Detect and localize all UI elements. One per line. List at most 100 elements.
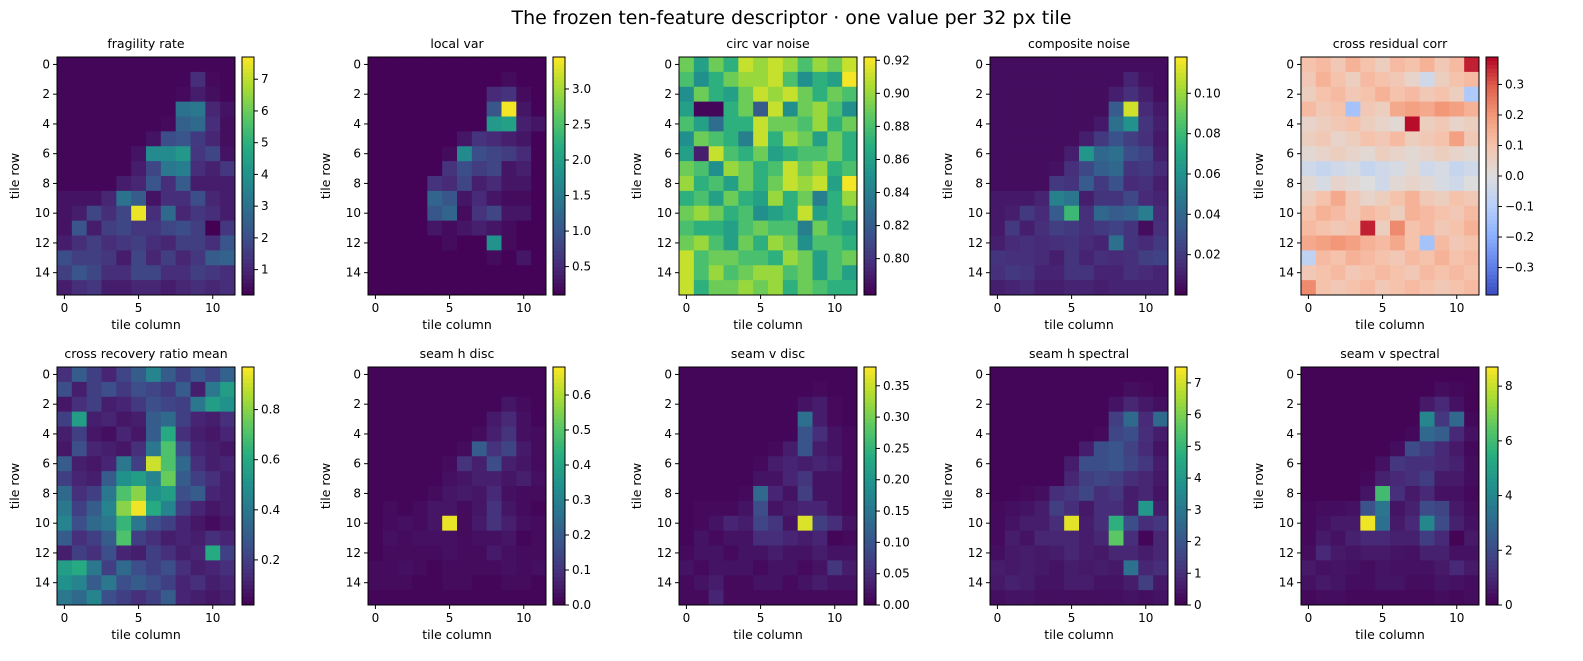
heatmap-cell (708, 57, 724, 73)
heatmap-cell (753, 220, 769, 236)
heatmap-cell (1330, 57, 1346, 73)
colorbar-segment (1175, 219, 1187, 225)
heatmap-cell (382, 190, 399, 207)
colorbar-segment (242, 406, 254, 412)
heatmap-cell (220, 471, 236, 487)
colorbar-segment (1175, 168, 1187, 173)
heatmap-cell (1390, 515, 1406, 532)
colorbar-segment (1175, 84, 1187, 90)
colorbar-segment (1486, 172, 1498, 177)
heatmap-cell (693, 545, 710, 561)
heatmap-cell (397, 575, 413, 591)
colorbar-segment (242, 156, 254, 161)
colorbar-segment (1175, 478, 1187, 483)
colorbar-tick-label: 0.2 (572, 528, 591, 542)
heatmap-cell (57, 220, 73, 236)
heatmap-cell (797, 396, 813, 413)
colorbar-segment (1486, 279, 1498, 284)
heatmap-cell (205, 86, 221, 103)
colorbar-segment (1175, 108, 1187, 114)
heatmap-cell (1064, 146, 1080, 162)
colorbar-segment (553, 195, 565, 201)
colorbar-segment (242, 501, 254, 507)
heatmap-cell (827, 411, 843, 427)
colorbar-segment (864, 577, 876, 582)
heatmap-cell (723, 486, 739, 502)
heatmap-cell (1360, 220, 1376, 236)
colorbar-segment (1175, 203, 1187, 209)
heatmap-cell (516, 441, 532, 457)
colorbar-segment (1486, 581, 1498, 586)
heatmap-cell (1315, 381, 1332, 398)
y-tick-label: 4 (353, 427, 361, 441)
colorbar-segment (242, 251, 254, 256)
heatmap-cell (1153, 426, 1169, 442)
heatmap-cell (1138, 265, 1154, 281)
heatmap-cell (842, 515, 858, 532)
heatmap-cell (1434, 396, 1450, 413)
heatmap-cell (175, 205, 191, 222)
heatmap-cell (531, 176, 547, 192)
heatmap-cell (827, 456, 843, 472)
colorbar-segment (1175, 593, 1187, 598)
heatmap-cell (1004, 101, 1021, 117)
heatmap-cell (679, 250, 695, 266)
heatmap-cell (516, 161, 532, 177)
colorbar-segment (1486, 164, 1498, 169)
colorbar-segment (864, 394, 876, 400)
heatmap-cell (531, 500, 547, 517)
heatmap-cell (1004, 575, 1021, 591)
colorbar-segment (242, 231, 254, 236)
heatmap-cell (738, 131, 754, 147)
y-tick-label: 10 (35, 516, 50, 530)
colorbar-segment (864, 529, 876, 535)
heatmap-cell (990, 146, 1006, 162)
heatmap-cell (1138, 86, 1154, 103)
heatmap-cell (531, 471, 547, 487)
heatmap-cell (71, 190, 88, 207)
heatmap-cell (190, 426, 206, 442)
heatmap-cell (1019, 515, 1035, 532)
heatmap-cell (1079, 146, 1095, 162)
heatmap-cell (86, 367, 102, 383)
heatmap-cell (812, 471, 828, 487)
heatmap-cell (723, 101, 739, 117)
heatmap-cell (368, 86, 384, 103)
heatmap-cell (457, 381, 473, 398)
colorbar-segment (553, 68, 565, 74)
heatmap-cell (1138, 367, 1154, 383)
colorbar-segment (1486, 486, 1498, 491)
colorbar-segment (553, 168, 565, 173)
heatmap-cell (57, 411, 73, 427)
heatmap-cell (71, 71, 88, 88)
heatmap-cell (1034, 590, 1050, 606)
heatmap-cell (1153, 116, 1169, 132)
heatmap-cell (412, 486, 428, 502)
heatmap-cell (1375, 575, 1391, 591)
heatmap-cell (708, 86, 724, 103)
heatmap-cell (1004, 441, 1021, 457)
colorbar-frame (1174, 56, 1188, 296)
heatmap-cell (116, 176, 132, 192)
heatmap-cell (1390, 590, 1406, 606)
heatmap-cell (738, 515, 754, 532)
colorbar-segment (553, 275, 565, 280)
colorbar-segment (242, 442, 254, 447)
colorbar-segment (864, 100, 876, 106)
colorbar-segment (1486, 140, 1498, 145)
heatmap-cell (1464, 86, 1480, 103)
heatmap-cell (1004, 235, 1021, 251)
colorbar-segment (553, 112, 565, 117)
heatmap-cell (146, 265, 162, 281)
colorbar-segment (864, 565, 876, 570)
plot-frame (367, 56, 547, 296)
heatmap-cell (71, 146, 88, 162)
x-tick-label: 5 (757, 611, 765, 625)
heatmap-cell (753, 486, 769, 502)
heatmap-cell (501, 515, 517, 532)
colorbar-segment (864, 533, 876, 539)
heatmap-cell (1345, 205, 1361, 222)
heatmap-cell (1449, 367, 1465, 383)
heatmap-cell (1064, 205, 1080, 222)
heatmap-cell (486, 205, 502, 222)
